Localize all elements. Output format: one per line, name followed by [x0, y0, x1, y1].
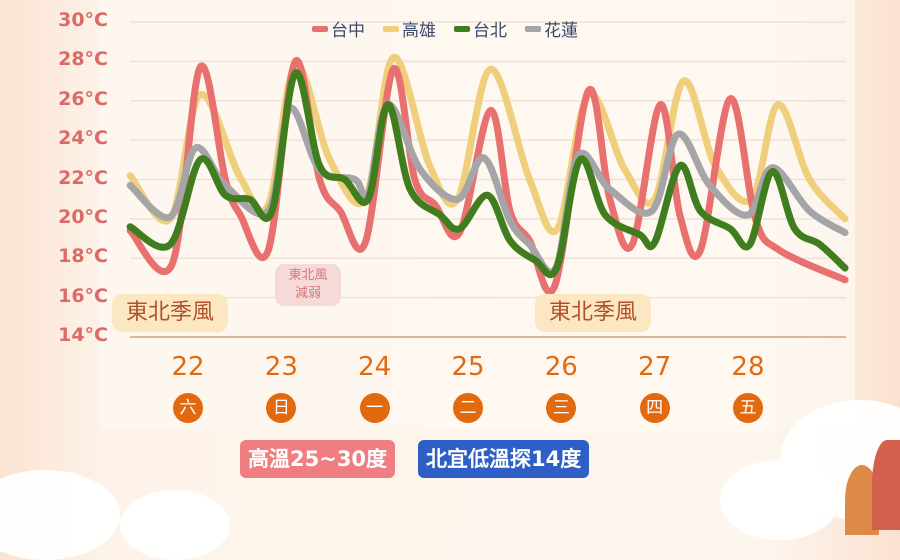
y-tick-label: 24°C: [58, 127, 108, 150]
annotation-monsoon: 東北季風: [112, 294, 229, 332]
legend-swatch: [454, 25, 470, 32]
chart-panel: [100, 0, 855, 430]
x-tick-weekday: 日: [266, 393, 297, 423]
x-tick-date: 28: [731, 352, 765, 382]
x-tick-date: 27: [638, 352, 672, 382]
x-tick-date: 24: [358, 352, 392, 382]
legend-swatch: [383, 25, 399, 32]
legend: 台中 高雄 台北 花蓮: [312, 16, 578, 41]
y-tick-label: 16°C: [58, 284, 108, 307]
x-tick-weekday: 六: [173, 393, 203, 423]
legend-label: 花蓮: [544, 21, 578, 41]
series-line-台中: [126, 57, 849, 296]
x-tick-weekday: 一: [359, 393, 390, 423]
temperature-chart: [126, 21, 849, 338]
x-tick-date: 26: [544, 352, 578, 382]
legend-label: 台中: [331, 21, 365, 41]
x-tick-weekday: 三: [546, 393, 577, 423]
legend-label: 高雄: [402, 21, 436, 41]
x-tick-date: 25: [451, 352, 485, 382]
badge-high-temp: 高溫25~30度: [240, 440, 396, 478]
y-tick-label: 14°C: [58, 324, 108, 346]
annotation-monsoon: 東北季風: [535, 294, 652, 332]
y-tick-label: 28°C: [58, 48, 108, 71]
x-tick-date: 22: [171, 352, 205, 382]
legend-label: 台北: [473, 21, 507, 41]
y-tick-label: 20°C: [58, 205, 108, 228]
annotation-wind-weaken: 東北風 減弱: [275, 264, 341, 306]
y-tick-label: 22°C: [58, 166, 108, 189]
x-tick-weekday: 二: [452, 393, 483, 423]
y-tick-label: 30°C: [58, 9, 108, 31]
legend-item: 花蓮: [525, 16, 578, 41]
annotation-line: 東北風: [288, 268, 328, 283]
legend-swatch: [312, 25, 328, 32]
series-line-台北: [126, 69, 849, 279]
x-tick-date: 23: [264, 352, 298, 382]
legend-item: 台北: [454, 16, 507, 41]
legend-item: 台中: [312, 16, 365, 41]
badge-low-temp: 北宜低溫探14度: [418, 440, 590, 478]
legend-swatch: [525, 25, 541, 32]
tree-decoration: [872, 440, 900, 530]
y-tick-label: 18°C: [58, 245, 108, 268]
x-tick-weekday: 四: [639, 393, 670, 423]
legend-item: 高雄: [383, 16, 436, 41]
x-tick-weekday: 五: [732, 393, 763, 423]
annotation-line: 減弱: [294, 286, 321, 301]
y-tick-label: 26°C: [58, 87, 108, 110]
